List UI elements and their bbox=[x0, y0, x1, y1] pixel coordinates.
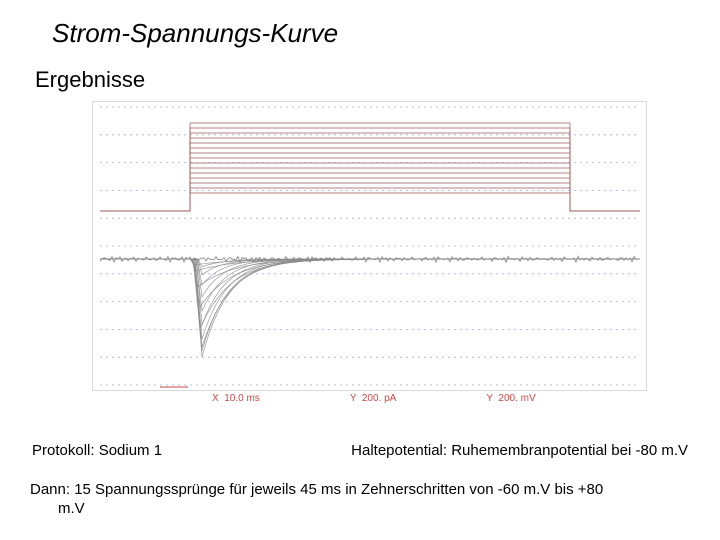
y2-axis-label: Y 200. mV bbox=[486, 393, 535, 404]
description: Dann: 15 Spannungssprünge für jeweils 45… bbox=[30, 481, 690, 519]
protocol-label: Protokoll: Sodium 1 bbox=[32, 442, 162, 459]
chart-svg bbox=[92, 101, 647, 391]
meta-row: Protokoll: Sodium 1 Haltepotential: Ruhe… bbox=[30, 442, 690, 459]
description-line2: m.V bbox=[58, 500, 680, 519]
y1-axis-label: Y 200. pA bbox=[350, 393, 397, 404]
holding-label: Haltepotential: Ruhemembranpotential bei… bbox=[351, 442, 688, 459]
trace-chart: X 10.0 ms Y 200. pA Y 200. mV bbox=[92, 101, 647, 404]
description-line1: Dann: 15 Spannungssprünge für jeweils 45… bbox=[30, 481, 603, 498]
section-subtitle: Ergebnisse bbox=[35, 67, 690, 93]
axis-labels: X 10.0 ms Y 200. pA Y 200. mV bbox=[212, 393, 647, 404]
x-axis-label: X 10.0 ms bbox=[212, 393, 260, 404]
page-title: Strom-Spannungs-Kurve bbox=[52, 18, 690, 49]
